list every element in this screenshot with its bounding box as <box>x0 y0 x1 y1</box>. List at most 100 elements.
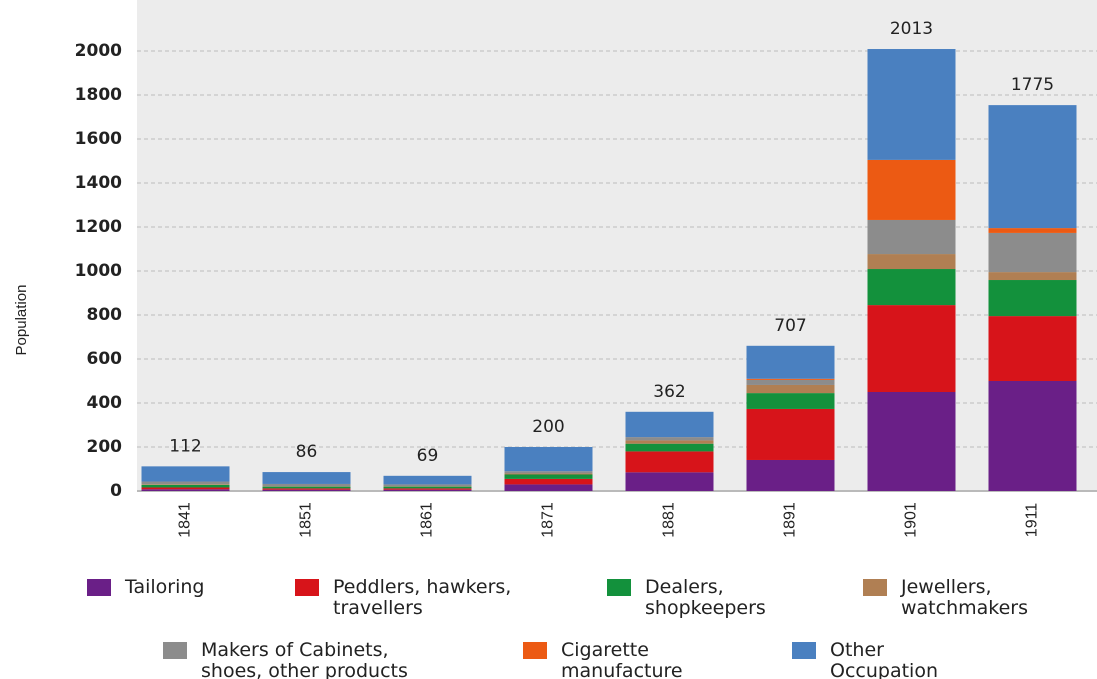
bar-segment <box>988 105 1077 229</box>
bar-segment <box>383 475 472 485</box>
total-label: 362 <box>653 382 685 402</box>
bar-segment <box>383 488 472 490</box>
bar-segment <box>746 408 835 460</box>
total-label: 200 <box>532 417 564 437</box>
bar-segment <box>141 481 230 485</box>
bar-segment <box>746 384 835 394</box>
y-tick-label: 1600 <box>75 129 122 149</box>
bar-segment <box>988 232 1077 273</box>
bar-segment <box>988 272 1077 281</box>
legend-item: Cigarette manufacture <box>523 640 703 679</box>
x-tick-label: 1911 <box>1024 503 1041 538</box>
y-tick-label: 0 <box>110 481 122 501</box>
legend-item: Other Occupation <box>792 640 962 679</box>
legend-label: Tailoring <box>125 576 205 598</box>
bar-segment <box>262 472 351 484</box>
bar-segment <box>988 381 1077 491</box>
bar-segment <box>625 451 714 473</box>
bar-segment <box>383 484 472 487</box>
bar-segment <box>141 484 230 488</box>
bar-segment <box>383 486 472 489</box>
legend-item: Dealers, shopkeepers <box>607 577 777 619</box>
legend-label: Cigarette manufacture <box>561 639 683 679</box>
bar-segment <box>867 159 956 220</box>
legend-item: Makers of Cabinets, shoes, other product… <box>163 640 413 679</box>
chart: Population 0 200 400 600 800 1000 1200 1400 1600… <box>13 0 1097 538</box>
bar-segment <box>504 478 593 485</box>
total-label: 1775 <box>1011 75 1054 95</box>
legend-label: Dealers, shopkeepers <box>645 576 766 619</box>
y-tick-label: 200 <box>87 437 123 457</box>
x-tick-label: 1871 <box>540 502 557 538</box>
y-tick-label: 600 <box>87 349 123 369</box>
total-label: 707 <box>774 316 806 336</box>
legend-swatch <box>792 642 816 659</box>
bar-segment <box>625 411 714 438</box>
bar-segment <box>867 392 956 491</box>
bar-segment <box>867 269 956 306</box>
bar-segment <box>625 443 714 452</box>
bar-segment <box>262 486 351 489</box>
y-tick-label: 1400 <box>75 173 122 193</box>
bar-segment <box>988 316 1077 381</box>
legend-swatch <box>163 642 187 659</box>
bar-segment <box>746 459 835 491</box>
legend-label: Jewellers, watchmakers <box>901 576 1028 619</box>
y-axis-title: Population <box>13 285 30 356</box>
bar-segment <box>141 489 230 491</box>
bar-segment <box>867 219 956 255</box>
bar-segment <box>262 488 351 490</box>
legend-swatch <box>863 579 887 596</box>
bar-segment <box>625 437 714 441</box>
legend-swatch <box>87 579 111 596</box>
x-tick-label: 1901 <box>903 502 920 538</box>
y-tick-label: 1800 <box>75 85 122 105</box>
legend-label: Peddlers, hawkers, travellers <box>333 576 512 619</box>
bar-segment <box>746 379 835 385</box>
bar-segment <box>746 378 835 380</box>
y-tick-label: 800 <box>87 305 123 325</box>
bar-segment <box>504 484 593 491</box>
total-label: 69 <box>417 446 439 466</box>
y-tick-label: 400 <box>87 393 123 413</box>
y-tick-label: 1000 <box>75 261 122 281</box>
legend-item: Jewellers, watchmakers <box>863 577 1063 619</box>
bar-segment <box>141 484 230 485</box>
bar-segment <box>262 489 351 491</box>
total-label: 2013 <box>890 19 933 39</box>
legend-item: Tailoring <box>87 577 297 598</box>
legend-label: Makers of Cabinets, shoes, other product… <box>201 639 408 679</box>
total-label: 86 <box>296 442 318 462</box>
x-tick-label: 1891 <box>782 502 799 538</box>
bar-segment <box>262 483 351 487</box>
bar-segment <box>383 489 472 491</box>
bar-segment <box>625 472 714 491</box>
y-tick-label: 1200 <box>75 217 122 237</box>
legend-swatch <box>295 579 319 596</box>
bar-segment <box>625 440 714 444</box>
x-tick-label: 1841 <box>177 502 194 538</box>
bar-segment <box>504 471 593 474</box>
bar-segment <box>988 280 1077 317</box>
legend-label: Other Occupation <box>830 639 938 679</box>
x-tick-label: 1881 <box>661 502 678 538</box>
bar-segment <box>141 487 230 490</box>
bar-segment <box>988 228 1077 233</box>
bar-segment <box>867 305 956 392</box>
x-tick-label: 1851 <box>298 502 315 538</box>
legend-swatch <box>523 642 547 659</box>
legend-item: Peddlers, hawkers, travellers <box>295 577 565 619</box>
bar-segment <box>746 393 835 409</box>
bar-segment <box>504 474 593 479</box>
bar-segment <box>141 466 230 482</box>
x-tick-label: 1861 <box>419 502 436 538</box>
bar-segment <box>504 447 593 472</box>
y-tick-label: 2000 <box>75 41 122 61</box>
legend-swatch <box>607 579 631 596</box>
bar-segment <box>746 345 835 379</box>
total-label: 112 <box>169 436 201 456</box>
bar-segment <box>867 254 956 270</box>
bar-segment <box>867 49 956 160</box>
bar-segment <box>504 473 593 475</box>
